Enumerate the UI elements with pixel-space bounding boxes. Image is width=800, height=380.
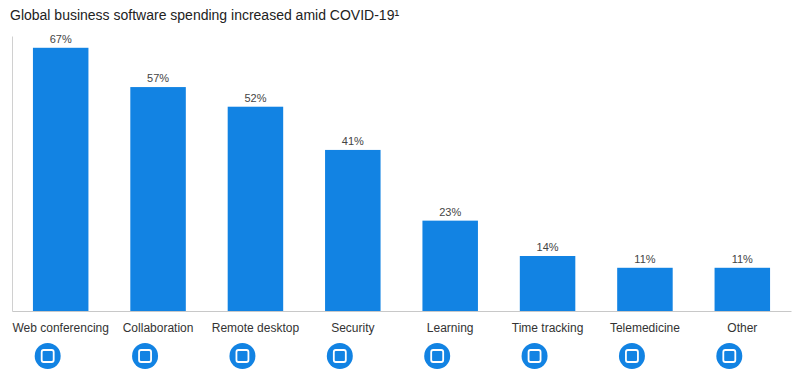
icon [522, 343, 548, 369]
bar [520, 256, 576, 311]
x-tick-label: Time tracking [512, 321, 584, 335]
y-axis-line [12, 37, 13, 312]
icon-glyph [626, 350, 638, 362]
icon-glyph [431, 350, 443, 362]
data-label: 57% [147, 72, 169, 84]
icon [424, 343, 450, 369]
bar [33, 48, 89, 311]
icon-glyph [139, 350, 151, 362]
x-tick: Collaboration [123, 321, 194, 335]
icon-glyph [42, 350, 54, 362]
bar [617, 268, 673, 311]
data-label: 67% [50, 33, 72, 45]
x-tick: Security [331, 321, 374, 335]
bar [130, 87, 186, 311]
x-tick-label: Web conferencing [12, 321, 109, 335]
icon-glyph [723, 350, 735, 362]
x-tick-label: Collaboration [123, 321, 194, 335]
bar [228, 107, 284, 311]
x-tick: Time tracking [512, 321, 584, 335]
y-axis [12, 37, 13, 312]
x-tick-label: Telemedicine [610, 321, 680, 335]
bar [325, 150, 381, 311]
bar [422, 221, 478, 311]
x-tick: Other [727, 321, 757, 335]
x-tick-label: Security [331, 321, 374, 335]
chart: Global business software spending increa… [0, 0, 800, 380]
x-axis: Web conferencing Collaboration Remote desk… [12, 312, 791, 335]
x-axis-line [13, 311, 792, 312]
x-tick: Web conferencing [12, 321, 109, 335]
x-tick-label: Remote desktop [212, 321, 300, 335]
x-tick: Learning [427, 321, 474, 335]
icon [229, 343, 255, 369]
x-tick: Remote desktop [212, 321, 300, 335]
icons [35, 343, 743, 369]
x-tick-label: Other [727, 321, 757, 335]
bars [33, 48, 770, 311]
x-tick: Telemedicine [610, 321, 680, 335]
icon-glyph [334, 350, 346, 362]
data-label: 52% [244, 92, 266, 104]
data-labels: 67% 57% 52% 41% 23% 14% 11% 11% [50, 33, 753, 265]
data-label: 23% [439, 206, 461, 218]
bar [715, 268, 771, 311]
icon [716, 343, 742, 369]
x-tick-label: Learning [427, 321, 474, 335]
icon-glyph [236, 350, 248, 362]
data-label: 11% [634, 253, 655, 265]
title: Global business software spending increa… [10, 7, 399, 23]
icon [327, 343, 353, 369]
data-label: 14% [537, 241, 559, 253]
data-label: 41% [342, 135, 364, 147]
icon [35, 343, 61, 369]
icon [132, 343, 158, 369]
data-label: 11% [732, 253, 753, 265]
icon-glyph [529, 350, 541, 362]
icon [619, 343, 645, 369]
